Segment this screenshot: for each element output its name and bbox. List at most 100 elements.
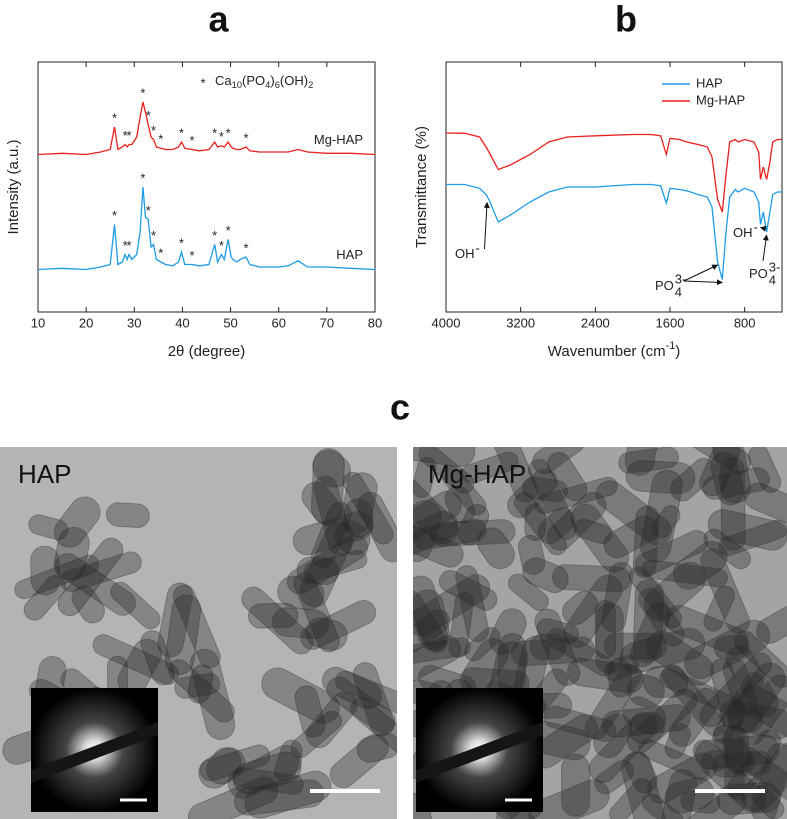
particle xyxy=(53,496,101,548)
particle xyxy=(522,557,569,594)
particle xyxy=(750,743,787,819)
particle xyxy=(673,541,728,590)
peak-marker: * xyxy=(126,128,131,143)
particle xyxy=(683,787,747,819)
particle xyxy=(744,482,787,526)
particle xyxy=(157,582,194,658)
particle xyxy=(312,449,352,488)
peak-marker: * xyxy=(190,248,195,263)
series-line xyxy=(446,183,782,280)
particle xyxy=(71,585,105,624)
annotation-part: PO xyxy=(655,278,674,293)
particle xyxy=(627,673,665,708)
series-line xyxy=(37,101,376,156)
particle xyxy=(413,637,472,668)
particle xyxy=(628,711,665,745)
particle xyxy=(418,447,475,494)
particle xyxy=(294,685,326,738)
peak-marker: * xyxy=(151,123,156,138)
particle xyxy=(720,456,746,551)
annotation: PO xyxy=(749,266,768,281)
particle xyxy=(489,447,539,503)
particle xyxy=(413,635,462,689)
annotation-part: PO xyxy=(749,266,768,281)
particle xyxy=(244,770,332,819)
peak-marker: * xyxy=(151,228,156,243)
annotation-part: - xyxy=(754,219,758,234)
label-part: (OH) xyxy=(280,73,308,88)
particle xyxy=(546,627,615,677)
particle xyxy=(588,711,658,783)
peak-marker: * xyxy=(146,108,151,123)
particle xyxy=(187,664,214,704)
particle xyxy=(626,688,698,754)
particle xyxy=(684,619,771,680)
particle xyxy=(537,507,576,545)
particle xyxy=(641,559,729,588)
particle xyxy=(546,451,588,502)
y-axis-label: Intensity (a.u.) xyxy=(5,139,22,234)
plot-frame xyxy=(37,61,376,313)
x-tick-label: 20 xyxy=(79,315,93,330)
series-line xyxy=(37,186,376,271)
particle xyxy=(609,778,652,819)
particle xyxy=(700,548,750,634)
particle xyxy=(488,608,527,656)
particle xyxy=(638,587,685,647)
particle xyxy=(461,451,519,484)
particle xyxy=(543,705,617,743)
x-tick-label: 80 xyxy=(368,315,382,330)
peak-marker: * xyxy=(123,128,128,143)
particle xyxy=(54,552,136,616)
particle xyxy=(624,751,658,794)
particle xyxy=(321,666,382,710)
particle xyxy=(59,551,142,592)
annotation-arrow xyxy=(759,225,767,232)
particle xyxy=(352,662,395,737)
peak-marker: * xyxy=(140,170,145,185)
particle xyxy=(522,476,569,503)
particle xyxy=(305,691,358,749)
label-part: 6 xyxy=(275,80,280,90)
particle xyxy=(140,630,176,686)
peak-marker: * xyxy=(123,238,128,253)
particle xyxy=(528,779,610,819)
particle xyxy=(241,586,314,655)
particle xyxy=(299,521,355,608)
y-axis-label: Transmittance (%) xyxy=(413,126,430,248)
peak-marker: * xyxy=(179,125,184,140)
particle xyxy=(628,566,683,629)
particle xyxy=(603,654,640,682)
legend-label: Mg-HAP xyxy=(696,92,745,107)
particle xyxy=(464,626,501,662)
particle xyxy=(721,725,752,774)
particle xyxy=(513,492,568,556)
peak-marker: * xyxy=(112,110,117,125)
particle xyxy=(546,491,607,551)
particle xyxy=(310,448,345,524)
peak-marker: * xyxy=(212,228,217,243)
particle xyxy=(340,472,378,535)
label: Wavenumber (cm-1) xyxy=(548,340,680,360)
annotation-arrow xyxy=(483,201,490,250)
particle xyxy=(726,729,782,801)
legend-label: HAP xyxy=(696,75,723,90)
particle xyxy=(595,480,673,546)
particle xyxy=(634,529,709,577)
peak-marker: * xyxy=(243,240,248,255)
particle xyxy=(305,617,348,651)
peak-marker: * xyxy=(146,203,151,218)
particle xyxy=(310,501,352,568)
particle xyxy=(584,663,642,740)
formula-marker: * xyxy=(200,75,205,90)
particle xyxy=(510,636,596,667)
particle xyxy=(301,481,343,526)
annotation-part: OH xyxy=(455,246,475,261)
particle xyxy=(261,667,340,724)
particle xyxy=(709,658,746,730)
particle xyxy=(286,534,369,595)
particle xyxy=(632,578,664,664)
particle xyxy=(629,601,672,668)
particle xyxy=(638,738,710,781)
particle xyxy=(702,467,770,500)
